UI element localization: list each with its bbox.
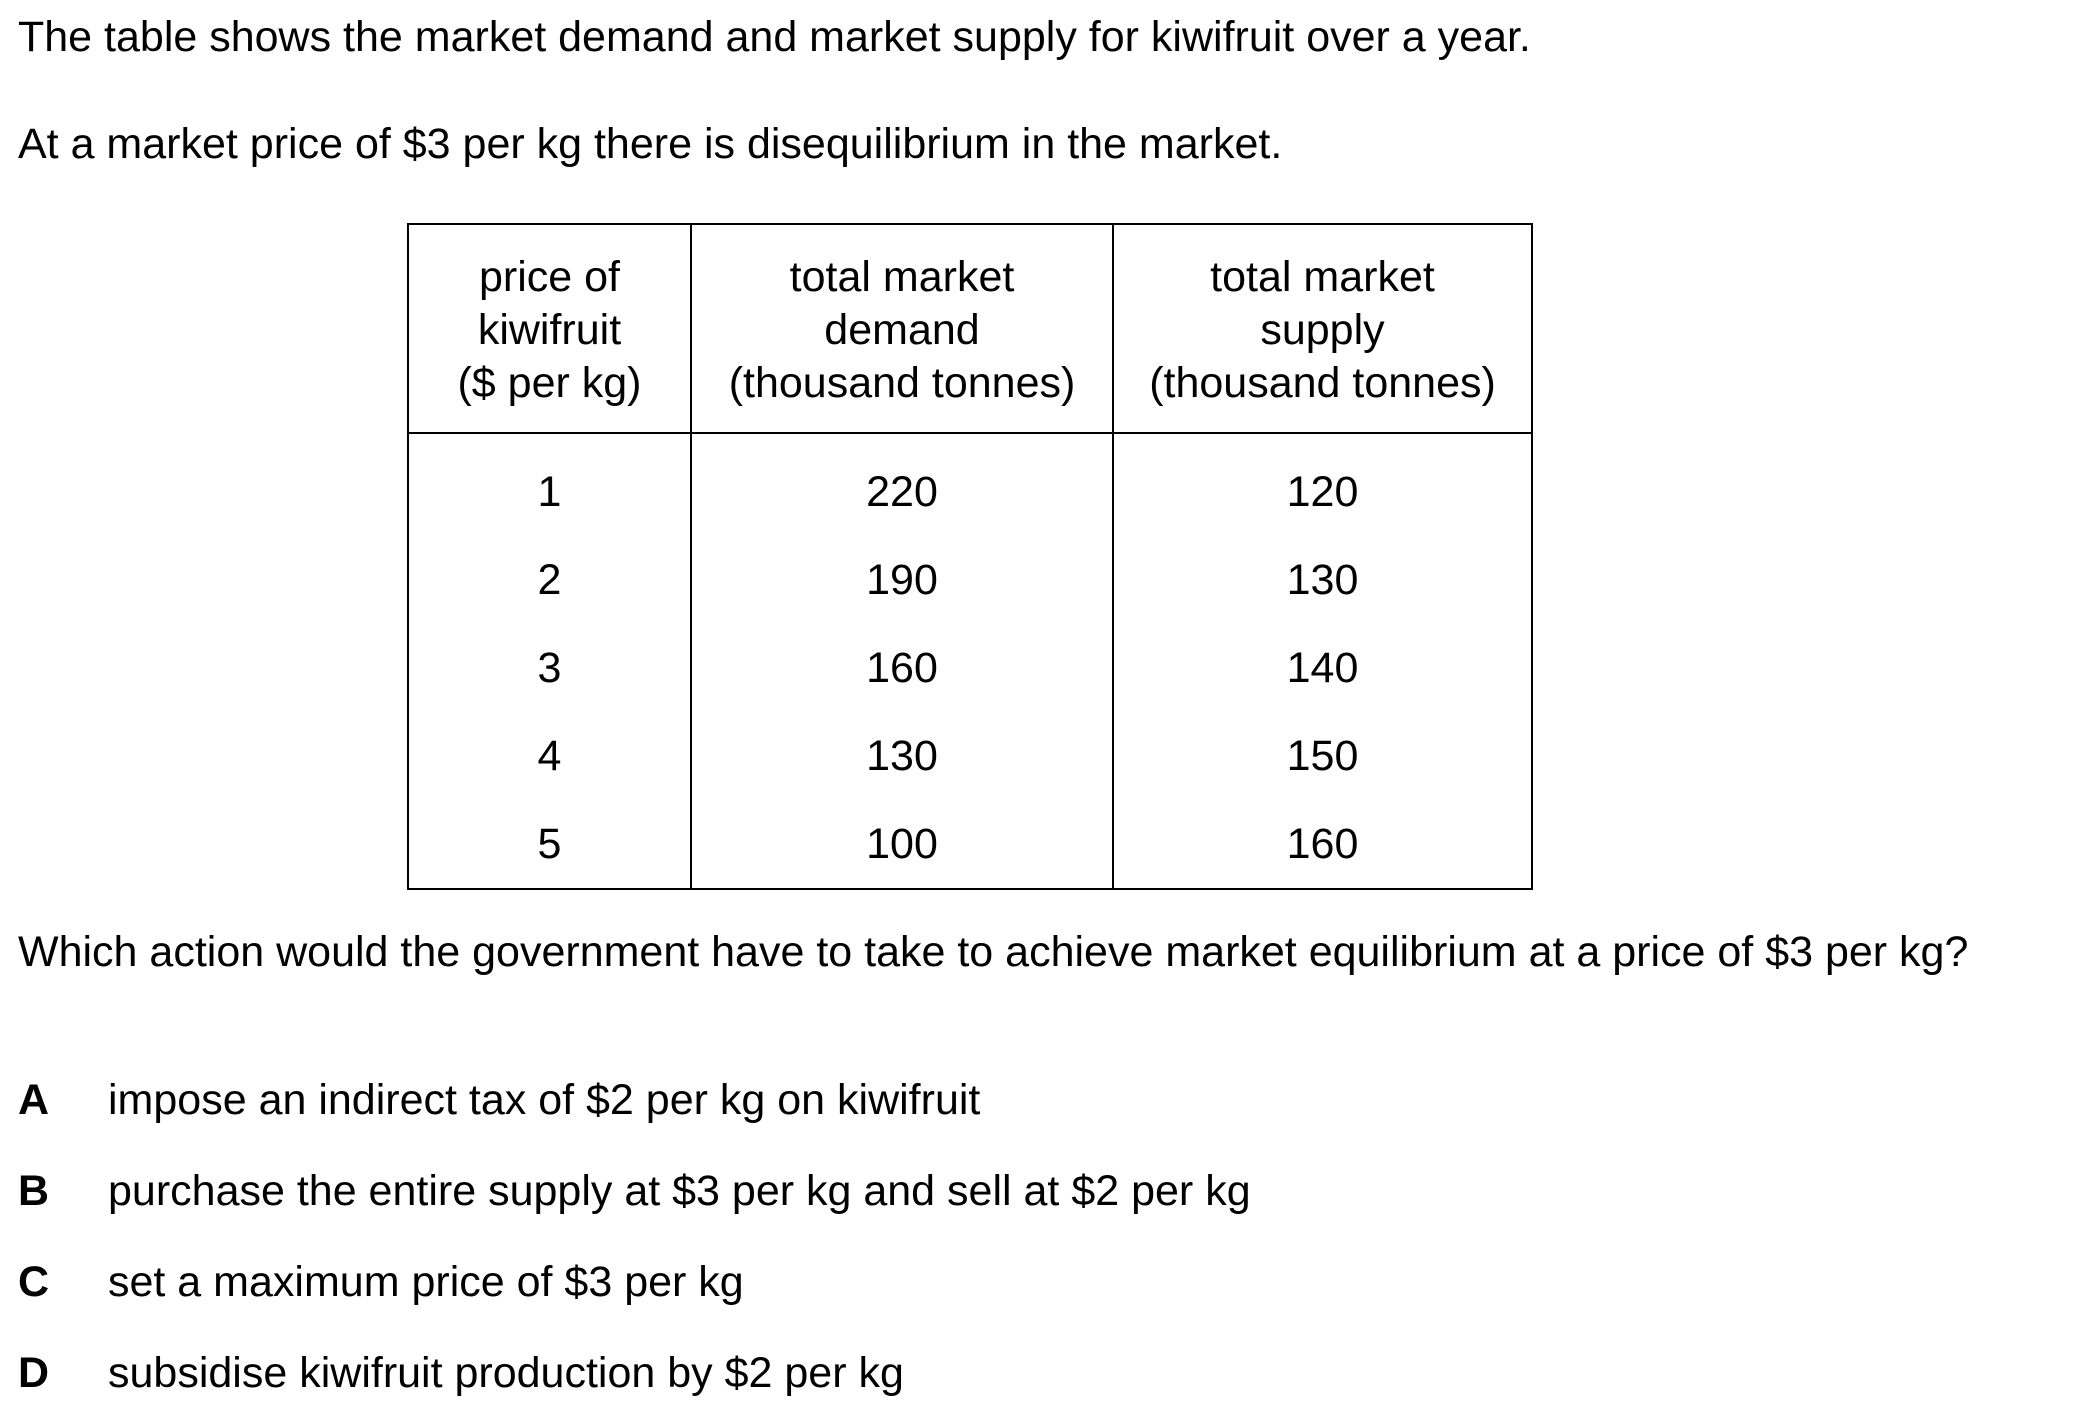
header-supply-line: supply xyxy=(1260,306,1385,354)
option-text: set a maximum price of $3 per kg xyxy=(108,1258,744,1306)
cell-demand: 130 xyxy=(690,712,1114,800)
cell-supply: 120 xyxy=(1112,433,1533,536)
option-letter: A xyxy=(18,1076,50,1124)
header-demand-line: demand xyxy=(824,306,980,354)
option-letter: B xyxy=(18,1167,50,1215)
header-demand-line: (thousand tonnes) xyxy=(728,359,1076,407)
cell-price: 2 xyxy=(407,536,692,624)
option-text: purchase the entire supply at $3 per kg … xyxy=(108,1167,1251,1215)
cell-price: 1 xyxy=(407,433,692,536)
option-text: subsidise kiwifruit production by $2 per… xyxy=(108,1349,904,1397)
cell-supply: 130 xyxy=(1112,536,1533,624)
cell-supply: 160 xyxy=(1112,800,1533,890)
table-row: 3 160 140 xyxy=(407,624,1533,712)
intro-line-1: The table shows the market demand and ma… xyxy=(18,13,1531,61)
header-demand-line: total market xyxy=(789,253,1015,301)
header-supply-line: total market xyxy=(1210,253,1435,301)
table-header-row: price of kiwifruit ($ per kg) total mark… xyxy=(407,223,1533,434)
header-supply: total market supply (thousand tonnes) xyxy=(1112,223,1533,434)
cell-demand: 220 xyxy=(690,433,1114,536)
header-demand: total market demand (thousand tonnes) xyxy=(690,223,1114,434)
header-price: price of kiwifruit ($ per kg) xyxy=(407,223,692,434)
cell-supply: 140 xyxy=(1112,624,1533,712)
question-text: Which action would the government have t… xyxy=(18,928,1969,976)
header-price-line: kiwifruit xyxy=(477,306,622,354)
header-price-line: ($ per kg) xyxy=(457,359,642,407)
intro-line-2: At a market price of $3 per kg there is … xyxy=(18,120,1283,168)
table-row: 2 190 130 xyxy=(407,536,1533,624)
option-letter: C xyxy=(18,1258,50,1306)
cell-demand: 100 xyxy=(690,800,1114,890)
cell-price: 4 xyxy=(407,712,692,800)
cell-demand: 160 xyxy=(690,624,1114,712)
table-row: 5 100 160 xyxy=(407,800,1533,890)
table-row: 1 220 120 xyxy=(407,433,1533,536)
cell-price: 3 xyxy=(407,624,692,712)
table-row: 4 130 150 xyxy=(407,712,1533,800)
market-table: price of kiwifruit ($ per kg) total mark… xyxy=(407,223,1533,890)
cell-price: 5 xyxy=(407,800,692,890)
header-price-line: price of xyxy=(478,253,620,301)
option-letter: D xyxy=(18,1349,50,1397)
header-supply-line: (thousand tonnes) xyxy=(1149,359,1496,407)
option-text: impose an indirect tax of $2 per kg on k… xyxy=(108,1076,981,1124)
cell-supply: 150 xyxy=(1112,712,1533,800)
cell-demand: 190 xyxy=(690,536,1114,624)
